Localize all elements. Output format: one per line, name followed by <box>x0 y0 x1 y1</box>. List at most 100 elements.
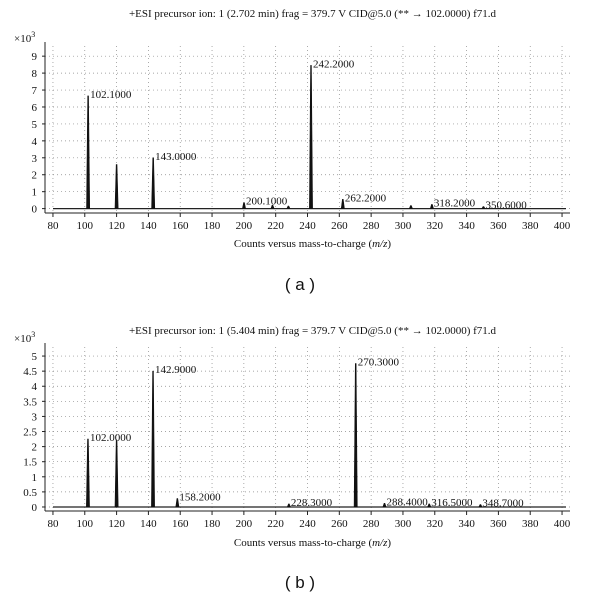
y-tick-label: 1 <box>32 187 38 199</box>
x-tick-label: 280 <box>363 518 380 530</box>
peak-label: 242.2000 <box>313 58 355 70</box>
spectrum-peak <box>382 503 387 508</box>
peak-label: 228.3000 <box>291 497 333 509</box>
y-tick-label: 2 <box>32 170 38 182</box>
peak-label: 200.1000 <box>246 196 288 208</box>
x-axis-label-prefix: Counts versus mass-to-charge ( <box>234 537 373 549</box>
peak-label: 318.2000 <box>434 197 476 209</box>
spectrum-peak <box>340 198 345 209</box>
x-tick-label: 220 <box>267 518 284 530</box>
spectrum-peak <box>481 206 486 209</box>
y-tick-label: 7 <box>32 85 38 97</box>
spectrum-peak <box>286 503 291 508</box>
x-tick-label: 400 <box>554 518 571 530</box>
x-axis-label-unit: m/z <box>372 537 388 549</box>
x-tick-label: 240 <box>299 220 316 232</box>
x-tick-label: 340 <box>458 518 475 530</box>
x-tick-label: 360 <box>490 220 507 232</box>
x-axis-label-prefix: Counts versus mass-to-charge ( <box>234 238 373 250</box>
spectrum-peak <box>478 504 483 508</box>
chart-panel-b: +ESI precursor ion: 1 (5.404 min) frag =… <box>14 325 571 592</box>
x-tick-label: 120 <box>108 220 125 232</box>
x-tick-label: 160 <box>172 518 189 530</box>
spectrum-peak <box>86 95 91 209</box>
x-tick-label: 80 <box>47 518 59 530</box>
y-tick-label: 4 <box>32 381 38 393</box>
y-tick-label: 0 <box>32 502 38 514</box>
x-axis-label: Counts versus mass-to-charge (m/z) <box>234 537 391 549</box>
spectrum-peak <box>408 205 413 209</box>
x-axis-label: Counts versus mass-to-charge (m/z) <box>234 238 391 250</box>
spectrum-peak <box>151 370 155 508</box>
x-tick-label: 300 <box>395 220 412 232</box>
x-axis-label-suffix: ) <box>387 537 391 549</box>
y-tick-label: 1 <box>32 472 38 484</box>
y-tick-label: 4.5 <box>23 366 37 378</box>
x-tick-label: 180 <box>204 220 221 232</box>
x-axis-label-unit: m/z <box>372 238 388 250</box>
x-tick-label: 180 <box>204 518 221 530</box>
y-tick-label: 5 <box>32 119 38 131</box>
multiplier-exponent: 3 <box>31 30 35 39</box>
x-tick-label: 320 <box>427 220 444 232</box>
peak-label: 158.2000 <box>179 492 221 504</box>
panel-label: ( b ) <box>285 573 315 592</box>
peak-label: 143.0000 <box>155 151 197 163</box>
y-tick-label: 0 <box>32 204 38 216</box>
y-tick-label: 1.5 <box>23 457 37 469</box>
spectrum-peak <box>242 202 246 209</box>
axis-multiplier: ×103 <box>14 330 35 345</box>
y-tick-label: 5 <box>32 351 38 363</box>
multiplier-base: ×10 <box>14 33 32 45</box>
x-tick-label: 320 <box>427 518 444 530</box>
x-tick-label: 300 <box>395 518 412 530</box>
x-tick-label: 140 <box>140 220 157 232</box>
panel-label: ( a ) <box>285 275 315 294</box>
peak-label: 350.6000 <box>485 200 527 212</box>
x-tick-label: 120 <box>108 518 125 530</box>
spectrum-peak <box>175 498 180 508</box>
y-tick-label: 4 <box>32 136 38 148</box>
y-tick-label: 3 <box>32 153 38 165</box>
spectrum-peak <box>427 503 432 508</box>
x-axis-label-suffix: ) <box>387 238 391 250</box>
chart-title: +ESI precursor ion: 1 (2.702 min) frag =… <box>129 8 497 20</box>
spectrum-peak <box>270 204 275 209</box>
chart-panel-a: +ESI precursor ion: 1 (2.702 min) frag =… <box>14 8 571 294</box>
multiplier-exponent: 3 <box>31 330 35 339</box>
peak-label: 102.0000 <box>90 432 132 444</box>
spectrum-peak <box>86 438 90 508</box>
peak-label: 348.7000 <box>482 498 524 510</box>
x-tick-label: 100 <box>77 518 94 530</box>
peak-label: 102.1000 <box>90 89 132 101</box>
y-tick-label: 3 <box>32 411 38 423</box>
spectrum-peak <box>151 157 156 209</box>
peak-label: 142.9000 <box>155 364 197 376</box>
peak-label: 288.4000 <box>387 496 429 508</box>
x-tick-label: 220 <box>267 220 284 232</box>
spectrum-peak <box>309 65 313 209</box>
x-tick-label: 380 <box>522 220 539 232</box>
x-tick-label: 260 <box>331 518 348 530</box>
x-tick-label: 260 <box>331 220 348 232</box>
x-tick-label: 400 <box>554 220 571 232</box>
x-tick-label: 360 <box>490 518 507 530</box>
y-tick-label: 9 <box>32 51 38 63</box>
spectrum-peak <box>353 363 358 508</box>
y-tick-label: 3.5 <box>23 396 37 408</box>
x-tick-label: 100 <box>77 220 94 232</box>
x-tick-label: 200 <box>236 220 253 232</box>
peak-label: 262.2000 <box>345 192 387 204</box>
spectrum-peak <box>114 164 119 209</box>
peak-label: 270.3000 <box>358 357 400 369</box>
axis-multiplier: ×103 <box>14 30 35 45</box>
y-tick-label: 0.5 <box>23 487 37 499</box>
x-tick-label: 240 <box>299 518 316 530</box>
x-tick-label: 200 <box>236 518 253 530</box>
spectrum-peak <box>114 440 119 508</box>
x-tick-label: 80 <box>47 220 59 232</box>
x-tick-label: 140 <box>140 518 157 530</box>
x-tick-label: 160 <box>172 220 189 232</box>
y-tick-label: 8 <box>32 68 38 80</box>
